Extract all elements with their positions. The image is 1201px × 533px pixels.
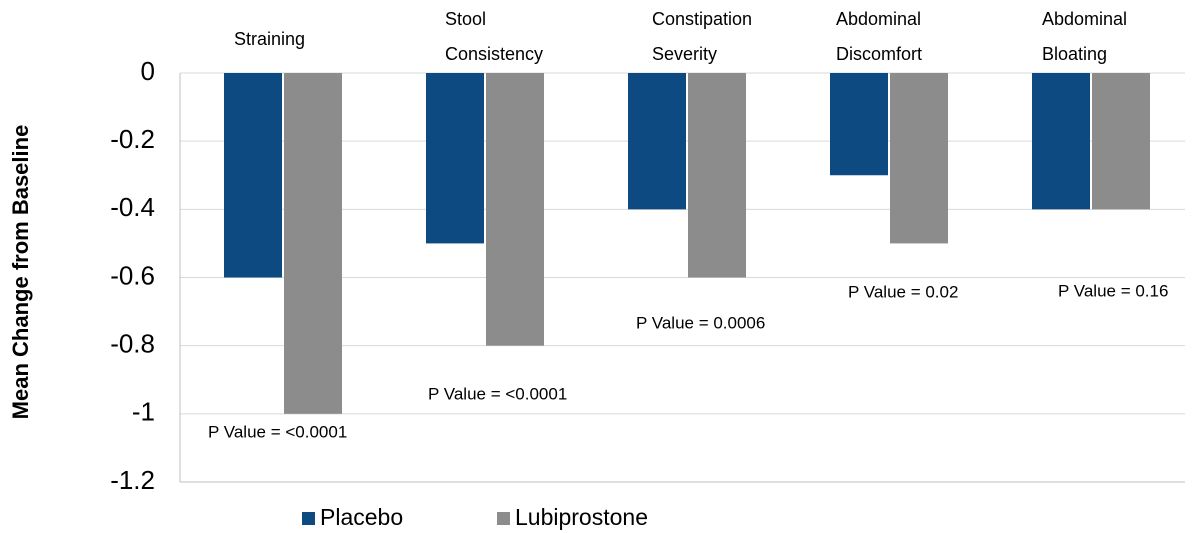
y-tick-label: -0.6 xyxy=(110,260,155,290)
bar xyxy=(1092,73,1150,210)
y-axis-label: Mean Change from Baseline xyxy=(8,125,33,420)
category-label: Severity xyxy=(652,44,717,64)
bar xyxy=(1032,73,1090,210)
legend-label: Placebo xyxy=(320,504,403,530)
category-label: Stool xyxy=(445,9,486,29)
annotation: P Value = 0.16 xyxy=(1058,281,1168,300)
y-tick-label: -0.4 xyxy=(110,192,155,222)
annotation: P Value = <0.0001 xyxy=(428,384,567,403)
category-label: Abdominal xyxy=(836,9,921,29)
y-tick-label: 0 xyxy=(141,56,155,86)
legend-swatch xyxy=(497,512,510,525)
bar xyxy=(486,73,544,346)
y-tick-label: -0.8 xyxy=(110,329,155,359)
bar xyxy=(890,73,948,244)
bar xyxy=(688,73,746,278)
category-label: Bloating xyxy=(1042,44,1107,64)
category-label: Discomfort xyxy=(836,44,922,64)
category-label: Abdominal xyxy=(1042,9,1127,29)
y-tick-label: -0.2 xyxy=(110,124,155,154)
annotation: P Value = 0.02 xyxy=(848,282,958,301)
bar xyxy=(830,73,888,176)
category-label: Straining xyxy=(234,29,305,49)
bar xyxy=(284,73,342,414)
y-tick-label: -1 xyxy=(132,397,155,427)
y-tick-label: -1.2 xyxy=(110,465,155,495)
annotation: P Value = 0.0006 xyxy=(636,313,765,332)
category-label: Consistency xyxy=(445,44,543,64)
legend-label: Lubiprostone xyxy=(515,504,648,530)
bar xyxy=(628,73,686,210)
legend-swatch xyxy=(302,512,315,525)
bar xyxy=(224,73,282,278)
category-label: Constipation xyxy=(652,9,752,29)
bar xyxy=(426,73,484,244)
annotation: P Value = <0.0001 xyxy=(208,422,347,441)
